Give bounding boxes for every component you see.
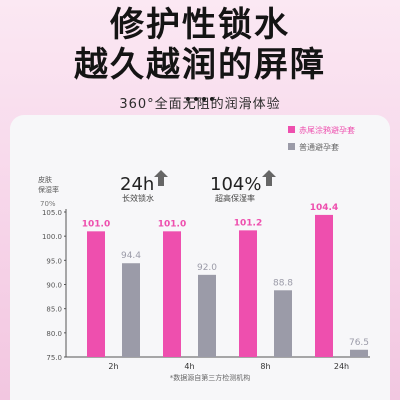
data-label: 94.4 xyxy=(121,251,141,261)
data-label: 101.0 xyxy=(158,219,186,229)
legend-swatch xyxy=(288,126,295,133)
bar-brand-4h xyxy=(163,231,181,357)
y-axis-title: 保湿率 xyxy=(38,185,59,194)
x-tick-label: 4h xyxy=(184,362,194,371)
y-tick-label: 80.0 xyxy=(46,330,62,338)
legend-label: 赤尾涂鸦避孕套 xyxy=(299,125,355,135)
up-arrow-icon xyxy=(262,170,276,186)
data-label: 76.5 xyxy=(349,338,369,348)
badge-value-24h: 24h xyxy=(120,174,154,195)
badge-label: 长效锁水 xyxy=(122,193,154,203)
headline-line2: 越久越润的屏障 xyxy=(74,45,326,85)
bar-brand-24h xyxy=(315,214,333,357)
bar-brand-2h xyxy=(87,231,105,357)
data-label: 101.2 xyxy=(234,218,262,228)
y-axis-title: 皮肤 xyxy=(38,175,52,184)
x-tick-label: 24h xyxy=(334,362,349,371)
y-tick-label: 90.0 xyxy=(46,282,62,290)
y-tick-label: 95.0 xyxy=(46,257,62,265)
data-label: 92.0 xyxy=(197,263,217,273)
data-label: 101.0 xyxy=(82,219,110,229)
footnote: *数据源自第三方检测机构 xyxy=(170,373,251,382)
divider-dots xyxy=(0,86,400,105)
y-tick-label: 105.0 xyxy=(42,209,62,217)
headline-line1: 修护性锁水 xyxy=(110,5,290,45)
data-label: 104.4 xyxy=(310,203,338,213)
y-tick-label: 85.0 xyxy=(46,306,62,314)
up-arrow-icon xyxy=(154,170,168,186)
y-tick-label: 100.0 xyxy=(42,233,62,241)
bar-regular-2h xyxy=(122,263,140,357)
subtitle: 360°全面无阻的润滑体验 xyxy=(119,97,281,112)
bar-regular-24h xyxy=(350,349,368,357)
badge-value-104: 104% xyxy=(210,174,261,195)
badge-label: 超高保湿率 xyxy=(215,193,255,203)
y-axis-unit: 70% xyxy=(40,200,56,208)
y-tick-label: 75.0 xyxy=(46,354,62,362)
legend-label: 普通避孕套 xyxy=(299,142,339,152)
data-label: 88.8 xyxy=(273,278,293,288)
x-tick-label: 2h xyxy=(108,362,118,371)
x-tick-label: 8h xyxy=(260,362,270,371)
bar-brand-8h xyxy=(239,230,257,357)
bar-regular-4h xyxy=(198,274,216,357)
legend-swatch xyxy=(288,143,295,150)
bar-regular-8h xyxy=(274,290,292,357)
